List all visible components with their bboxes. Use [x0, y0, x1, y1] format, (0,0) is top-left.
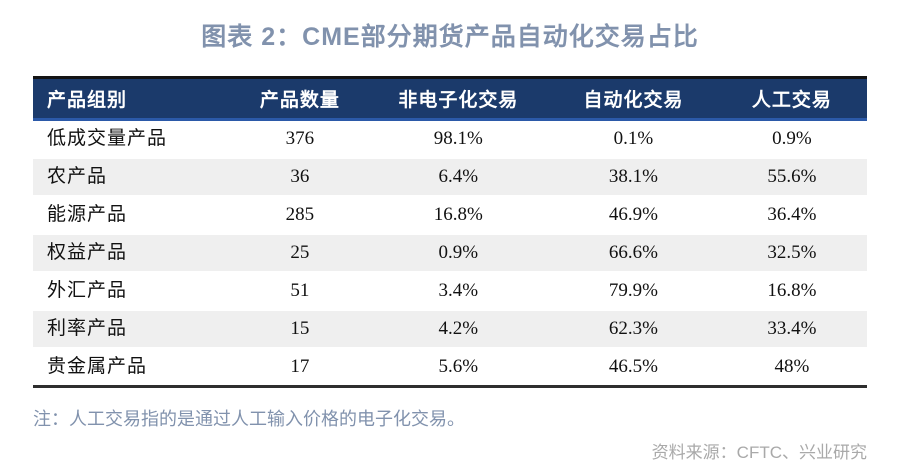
- table-body: 低成交量产品 376 98.1% 0.1% 0.9% 农产品 36 6.4% 3…: [33, 121, 867, 385]
- cell-product-count: 25: [233, 235, 367, 273]
- table-row: 贵金属产品 17 5.6% 46.5% 48%: [33, 349, 867, 385]
- table-row: 能源产品 285 16.8% 46.9% 36.4%: [33, 197, 867, 235]
- cell-product-count: 15: [233, 311, 367, 349]
- cell-product-group: 低成交量产品: [33, 121, 234, 159]
- cell-product-count: 51: [233, 273, 367, 311]
- cell-product-count: 17: [290, 356, 310, 377]
- figure-source: 资料来源：CFTC、兴业研究: [651, 443, 867, 462]
- cell-product-count: 36: [233, 159, 367, 197]
- header-row: 产品组别 产品数量 非电子化交易 自动化交易 人工交易: [33, 76, 867, 121]
- cell-product-group: 权益产品: [33, 235, 234, 273]
- cell-non-electronic: 5.6%: [438, 356, 479, 377]
- column-header-product-count: 产品数量: [233, 76, 367, 121]
- table-header: 产品组别 产品数量 非电子化交易 自动化交易 人工交易: [33, 76, 867, 121]
- cell-non-electronic: 98.1%: [366, 121, 551, 159]
- cell-non-electronic: 0.9%: [366, 235, 551, 273]
- figure-note: 注：人工交易指的是通过人工输入价格的电子化交易。: [33, 409, 465, 429]
- column-header-manual: 人工交易: [716, 76, 867, 121]
- cell-automated: 0.1%: [550, 121, 717, 159]
- column-header-non-electronic: 非电子化交易: [366, 76, 551, 121]
- cell-automated: 66.6%: [550, 235, 717, 273]
- cell-product-count: 285: [233, 197, 367, 235]
- cell-manual: 0.9%: [716, 121, 867, 159]
- cell-automated: 46.9%: [550, 197, 717, 235]
- data-table-wrapper: 产品组别 产品数量 非电子化交易 自动化交易 人工交易 低成交量产品 376 9…: [33, 76, 867, 388]
- column-header-product-group: 产品组别: [33, 76, 234, 121]
- cell-product-group: 能源产品: [33, 197, 234, 235]
- cell-non-electronic: 6.4%: [366, 159, 551, 197]
- cell-product-group: 外汇产品: [33, 273, 234, 311]
- cell-non-electronic: 16.8%: [366, 197, 551, 235]
- cell-product-group: 贵金属产品: [47, 356, 148, 377]
- column-header-automated: 自动化交易: [550, 76, 717, 121]
- cell-product-count: 376: [233, 121, 367, 159]
- figure-title: 图表 2：CME部分期货产品自动化交易占比: [201, 23, 699, 51]
- table-row: 权益产品 25 0.9% 66.6% 32.5%: [33, 235, 867, 273]
- table-row: 低成交量产品 376 98.1% 0.1% 0.9%: [33, 121, 867, 159]
- cell-manual: 48%: [774, 356, 810, 377]
- cell-manual: 16.8%: [716, 273, 867, 311]
- cell-manual: 32.5%: [716, 235, 867, 273]
- cell-non-electronic: 4.2%: [366, 311, 551, 349]
- cell-manual: 36.4%: [716, 197, 867, 235]
- table-row: 农产品 36 6.4% 38.1% 55.6%: [33, 159, 867, 197]
- cell-product-group: 农产品: [33, 159, 234, 197]
- cell-automated: 62.3%: [550, 311, 717, 349]
- cell-manual: 33.4%: [716, 311, 867, 349]
- cell-product-group: 利率产品: [33, 311, 234, 349]
- cell-automated: 46.5%: [608, 356, 658, 377]
- cell-automated: 79.9%: [550, 273, 717, 311]
- cell-non-electronic: 3.4%: [366, 273, 551, 311]
- cell-automated: 38.1%: [550, 159, 717, 197]
- cell-manual: 55.6%: [716, 159, 867, 197]
- table-row: 利率产品 15 4.2% 62.3% 33.4%: [33, 311, 867, 349]
- data-table: 产品组别 产品数量 非电子化交易 自动化交易 人工交易 低成交量产品 376 9…: [33, 76, 867, 385]
- table-row: 外汇产品 51 3.4% 79.9% 16.8%: [33, 273, 867, 311]
